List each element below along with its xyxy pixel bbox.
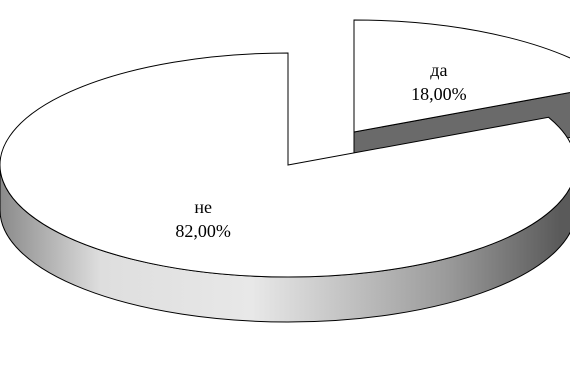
pie-slice-не-label: не xyxy=(194,197,212,217)
pie-slice-да-value-label: 18,00% xyxy=(411,84,467,104)
pie-slice-да-top xyxy=(353,19,570,133)
pie-slice-да-label: да xyxy=(430,60,447,80)
pie-slice-не-top xyxy=(0,52,570,278)
pie-slice-не-value-label: 82,00% xyxy=(175,221,231,241)
